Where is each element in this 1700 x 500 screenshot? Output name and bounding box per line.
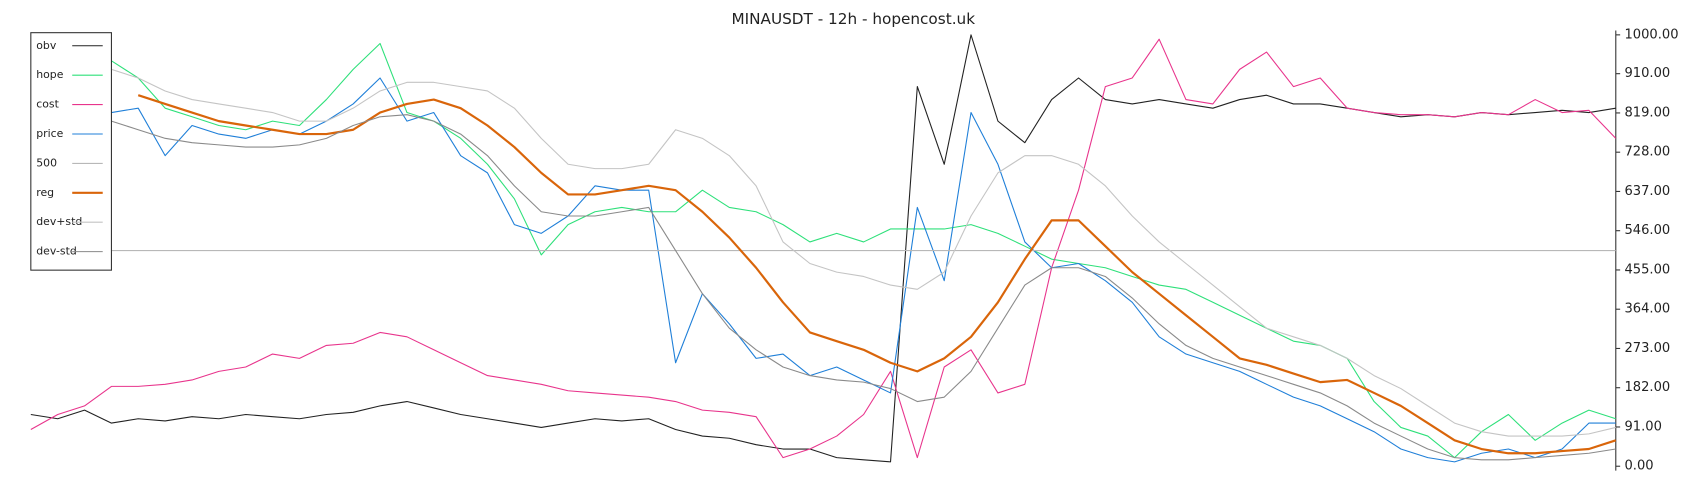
series-line xyxy=(111,42,1616,459)
legend-label: obv xyxy=(36,39,57,52)
legend-label: dev-std xyxy=(36,245,77,258)
series-line xyxy=(111,77,1616,463)
series-line xyxy=(30,38,1617,459)
series-line xyxy=(30,34,1616,463)
y-tick-label: 364.00 xyxy=(1625,302,1671,317)
legend-box xyxy=(30,32,112,271)
series-line xyxy=(111,114,1616,461)
legend-label: cost xyxy=(36,98,59,111)
y-tick-label: 1000.00 xyxy=(1625,27,1679,42)
y-tick-label: 637.00 xyxy=(1625,184,1671,199)
y-tick-label: 273.00 xyxy=(1625,341,1671,356)
y-tick-label: 91.00 xyxy=(1625,419,1662,434)
legend-label: dev+std xyxy=(36,215,82,228)
series-line xyxy=(111,68,1616,437)
chart-title: MINAUSDT - 12h - hopencost.uk xyxy=(731,10,975,28)
y-tick-label: 182.00 xyxy=(1625,380,1671,395)
y-tick-label: 546.00 xyxy=(1625,223,1671,238)
y-tick-label: 910.00 xyxy=(1625,66,1671,81)
legend: obv hope cost price 500 reg dev+std dev-std xyxy=(30,32,112,271)
series-line xyxy=(137,94,1617,455)
legend-label: 500 xyxy=(36,156,57,169)
legend-label: reg xyxy=(36,186,54,199)
legend-label: price xyxy=(36,127,63,140)
y-tick-label: 819.00 xyxy=(1625,105,1671,120)
y-tick-label: 0.00 xyxy=(1625,459,1654,474)
y-tick-label: 455.00 xyxy=(1625,262,1671,277)
y-tick-label: 728.00 xyxy=(1625,145,1671,160)
legend-label: hope xyxy=(36,68,63,81)
